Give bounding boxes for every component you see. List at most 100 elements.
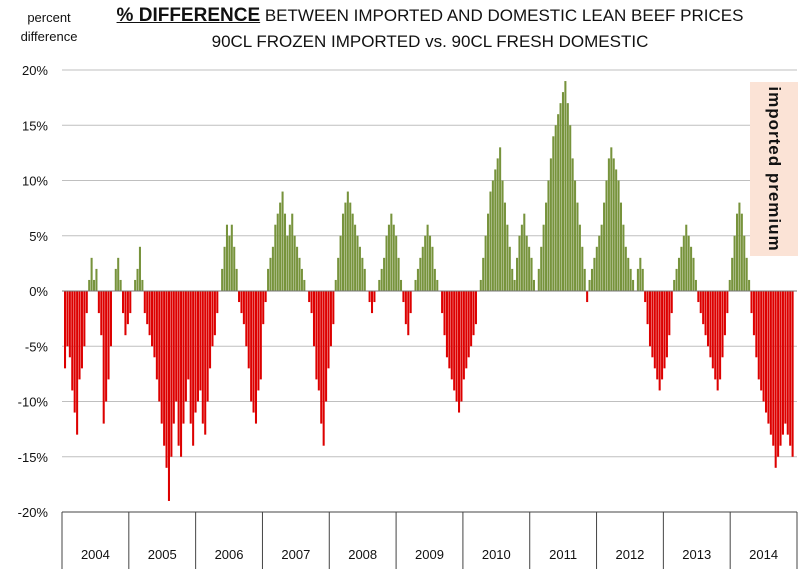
bar	[281, 191, 284, 291]
bar	[598, 235, 601, 291]
bar	[88, 279, 91, 291]
bar	[308, 291, 311, 303]
bar	[370, 291, 374, 314]
bar	[658, 291, 661, 391]
bar	[458, 291, 461, 413]
bar	[134, 279, 137, 291]
x-tick-label: 2007	[281, 547, 310, 562]
bar	[791, 291, 794, 457]
bar	[636, 268, 639, 291]
y-axis-label: percent difference	[12, 8, 86, 46]
bar	[225, 224, 228, 291]
bar	[706, 291, 710, 347]
bar	[748, 279, 751, 291]
bar	[465, 291, 468, 369]
bar	[71, 291, 74, 391]
bar	[329, 291, 332, 347]
bar	[83, 291, 86, 347]
bar	[399, 279, 403, 291]
bar	[85, 291, 88, 314]
bar	[126, 291, 129, 325]
y-tick-label: 20%	[22, 63, 48, 78]
bar	[373, 291, 376, 303]
bar	[682, 235, 685, 291]
bar	[764, 291, 768, 413]
bar	[346, 191, 349, 291]
bar	[653, 291, 656, 369]
bar	[709, 291, 712, 358]
bar	[670, 291, 673, 314]
bar	[612, 158, 615, 291]
bar	[496, 158, 499, 291]
chart-title: % DIFFERENCE BETWEEN IMPORTED AND DOMEST…	[100, 4, 760, 28]
bar	[286, 235, 289, 291]
bar	[656, 291, 659, 380]
bar	[755, 291, 758, 358]
bar	[380, 268, 383, 291]
bar	[545, 202, 548, 291]
bar	[445, 291, 448, 358]
bar	[520, 224, 523, 291]
bar	[296, 246, 299, 291]
bar	[528, 246, 531, 291]
y-tick-label: 10%	[22, 174, 48, 189]
bar	[66, 291, 69, 347]
x-tick-label: 2008	[348, 547, 377, 562]
bar	[564, 81, 567, 291]
bar	[201, 291, 204, 424]
bar	[699, 291, 702, 314]
bar	[146, 291, 149, 325]
x-tick-label: 2010	[482, 547, 511, 562]
bar	[163, 291, 166, 446]
bar	[93, 279, 96, 291]
bar	[518, 235, 521, 291]
bar	[238, 291, 241, 303]
bar	[571, 158, 574, 291]
bar	[404, 291, 407, 325]
bar	[702, 291, 705, 325]
y-axis-label-line1: percent	[27, 10, 71, 25]
bar	[68, 291, 71, 358]
bar	[540, 246, 543, 291]
bar	[383, 257, 386, 291]
bar	[619, 202, 623, 291]
bar	[547, 180, 550, 291]
bar	[114, 268, 117, 291]
bar	[172, 291, 175, 424]
bar	[648, 291, 652, 347]
bar	[262, 291, 265, 325]
bar	[196, 291, 199, 402]
bar	[170, 291, 173, 457]
bar	[240, 291, 243, 314]
bar	[339, 235, 342, 291]
bar	[288, 224, 291, 291]
bar	[752, 291, 755, 336]
bar	[554, 125, 557, 291]
bar	[772, 291, 775, 446]
bar	[349, 202, 352, 291]
bar	[574, 180, 577, 291]
bar	[501, 180, 504, 291]
bar	[385, 235, 388, 291]
bar	[603, 202, 606, 291]
bar	[327, 291, 330, 369]
bar	[356, 235, 359, 291]
bar	[189, 291, 192, 424]
bar	[436, 279, 439, 291]
bar	[78, 291, 81, 380]
bar	[448, 291, 451, 369]
bar	[334, 279, 337, 291]
bar	[209, 291, 212, 369]
y-tick-label: -10%	[18, 395, 49, 410]
bar	[552, 136, 555, 291]
bar	[257, 291, 260, 391]
bar	[687, 235, 690, 291]
bar	[743, 235, 746, 291]
bar	[735, 213, 739, 291]
bar	[629, 268, 632, 291]
bar	[409, 291, 412, 314]
bar	[731, 257, 734, 291]
chart-subtitle: 90CL FROZEN IMPORTED vs. 90CL FRESH DOME…	[211, 32, 649, 51]
bar	[506, 224, 509, 291]
